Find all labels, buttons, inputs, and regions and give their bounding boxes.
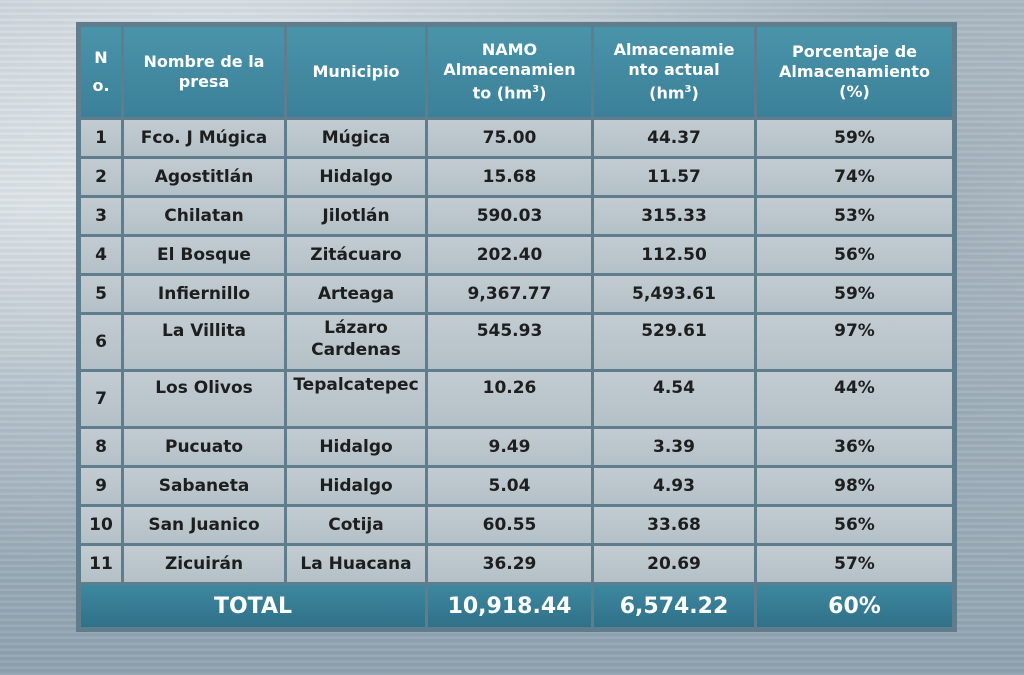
- row-no: 10: [81, 507, 121, 543]
- row-municipio: Arteaga: [287, 276, 425, 312]
- table-row: 10 San Juanico Cotija 60.55 33.68 56%: [81, 507, 952, 543]
- total-label: TOTAL: [81, 585, 425, 627]
- row-actual: 315.33: [594, 198, 754, 234]
- row-namo: 9,367.77: [428, 276, 591, 312]
- row-no: 3: [81, 198, 121, 234]
- table-row: 2 Agostitlán Hidalgo 15.68 11.57 74%: [81, 159, 952, 195]
- row-no: 4: [81, 237, 121, 273]
- table-row: 5 Infiernillo Arteaga 9,367.77 5,493.61 59%: [81, 276, 952, 312]
- table-row: 3 Chilatan Jilotlán 590.03 315.33 53%: [81, 198, 952, 234]
- row-actual: 20.69: [594, 546, 754, 582]
- total-pct: 60%: [757, 585, 952, 627]
- row-no: 7: [81, 372, 121, 426]
- header-porcentaje: Porcentaje de Almacenamiento (%): [757, 27, 952, 117]
- header-municipio: Municipio: [287, 27, 425, 117]
- row-municipio: Cotija: [287, 507, 425, 543]
- row-municipio: Hidalgo: [287, 468, 425, 504]
- unit-superscript: 3: [532, 84, 540, 96]
- row-namo: 202.40: [428, 237, 591, 273]
- row-presa: San Juanico: [124, 507, 284, 543]
- row-namo: 36.29: [428, 546, 591, 582]
- row-presa: Zicuirán: [124, 546, 284, 582]
- total-actual: 6,574.22: [594, 585, 754, 627]
- row-actual: 11.57: [594, 159, 754, 195]
- row-pct: 56%: [757, 507, 952, 543]
- row-pct: 36%: [757, 429, 952, 465]
- row-pct: 98%: [757, 468, 952, 504]
- row-actual: 4.93: [594, 468, 754, 504]
- row-presa: Pucuato: [124, 429, 284, 465]
- table-row: 6 La Villita Lázaro Cardenas 545.93 529.61 97…: [81, 315, 952, 369]
- row-actual: 3.39: [594, 429, 754, 465]
- row-presa: Sabaneta: [124, 468, 284, 504]
- row-actual: 33.68: [594, 507, 754, 543]
- row-namo: 5.04: [428, 468, 591, 504]
- row-presa: Los Olivos: [124, 372, 284, 426]
- row-namo: 15.68: [428, 159, 591, 195]
- row-municipio: Hidalgo: [287, 429, 425, 465]
- row-namo: 75.00: [428, 120, 591, 156]
- row-no: 9: [81, 468, 121, 504]
- row-presa: La Villita: [124, 315, 284, 369]
- row-actual: 112.50: [594, 237, 754, 273]
- row-no: 5: [81, 276, 121, 312]
- table-row: 7 Los Olivos Tepalcatepec 10.26 4.54 44%: [81, 372, 952, 426]
- row-actual: 529.61: [594, 315, 754, 369]
- row-municipio: Hidalgo: [287, 159, 425, 195]
- total-namo: 10,918.44: [428, 585, 591, 627]
- row-no: 1: [81, 120, 121, 156]
- row-namo: 9.49: [428, 429, 591, 465]
- table-row: 4 El Bosque Zitácuaro 202.40 112.50 56%: [81, 237, 952, 273]
- row-namo: 545.93: [428, 315, 591, 369]
- row-presa: El Bosque: [124, 237, 284, 273]
- header-namo: NAMO Almacenamien to (hm3): [428, 27, 591, 117]
- row-actual: 5,493.61: [594, 276, 754, 312]
- row-pct: 59%: [757, 120, 952, 156]
- row-presa: Chilatan: [124, 198, 284, 234]
- row-pct: 44%: [757, 372, 952, 426]
- row-namo: 10.26: [428, 372, 591, 426]
- row-municipio: Lázaro Cardenas: [287, 315, 425, 369]
- row-actual: 44.37: [594, 120, 754, 156]
- table-body: 1 Fco. J Múgica Múgica 75.00 44.37 59% 2 Agosti…: [81, 120, 952, 582]
- row-pct: 59%: [757, 276, 952, 312]
- table-row: 9 Sabaneta Hidalgo 5.04 4.93 98%: [81, 468, 952, 504]
- table-row: 1 Fco. J Múgica Múgica 75.00 44.37 59%: [81, 120, 952, 156]
- row-pct: 56%: [757, 237, 952, 273]
- table-row: 11 Zicuirán La Huacana 36.29 20.69 57%: [81, 546, 952, 582]
- row-pct: 97%: [757, 315, 952, 369]
- row-municipio: Jilotlán: [287, 198, 425, 234]
- row-namo: 590.03: [428, 198, 591, 234]
- table-row: 8 Pucuato Hidalgo 9.49 3.39 36%: [81, 429, 952, 465]
- row-municipio: Múgica: [287, 120, 425, 156]
- row-pct: 74%: [757, 159, 952, 195]
- row-namo: 60.55: [428, 507, 591, 543]
- total-row: TOTAL 10,918.44 6,574.22 60%: [81, 585, 952, 627]
- row-presa: Infiernillo: [124, 276, 284, 312]
- row-no: 8: [81, 429, 121, 465]
- row-pct: 57%: [757, 546, 952, 582]
- header-nombre: Nombre de la presa: [124, 27, 284, 117]
- row-no: 11: [81, 546, 121, 582]
- row-pct: 53%: [757, 198, 952, 234]
- unit-superscript: 3: [684, 84, 692, 96]
- row-presa: Fco. J Múgica: [124, 120, 284, 156]
- row-municipio: Tepalcatepec: [287, 372, 425, 426]
- row-municipio: Zitácuaro: [287, 237, 425, 273]
- row-no: 2: [81, 159, 121, 195]
- row-presa: Agostitlán: [124, 159, 284, 195]
- header-actual: Almacenamie nto actual (hm3): [594, 27, 754, 117]
- row-municipio: La Huacana: [287, 546, 425, 582]
- row-actual: 4.54: [594, 372, 754, 426]
- row-no: 6: [81, 315, 121, 369]
